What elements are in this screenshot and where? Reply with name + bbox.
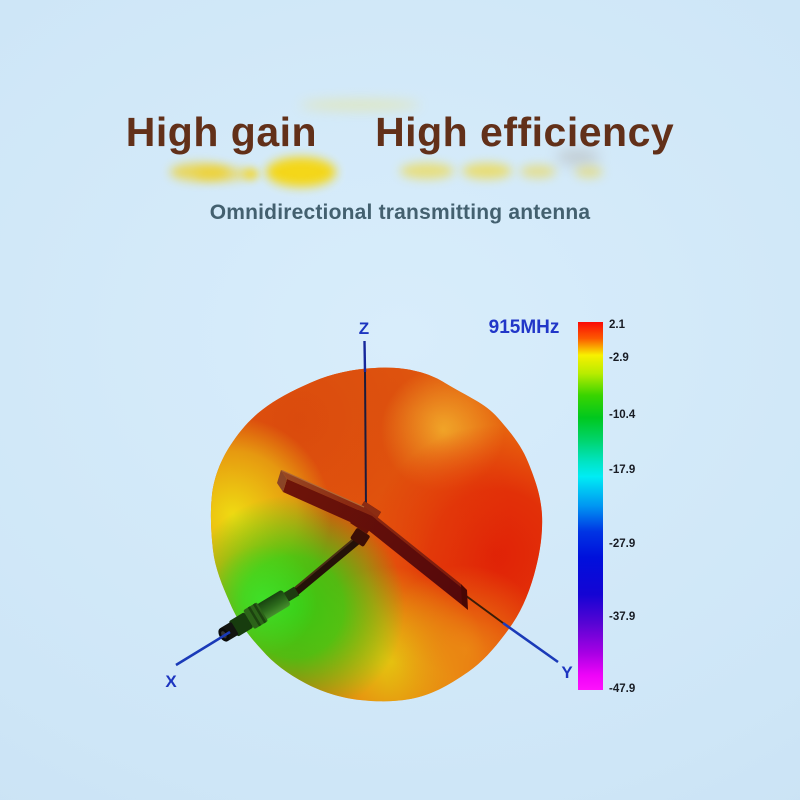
frequency-label: 915MHz <box>489 317 560 338</box>
title-row: High gain High efficiency <box>0 112 800 153</box>
title-glow-smear <box>520 165 556 178</box>
antenna-bar-right-cap <box>461 584 468 610</box>
colorbar <box>578 322 603 690</box>
antenna-bar-edge-highlight <box>281 469 365 508</box>
axis-z-line <box>364 371 367 510</box>
antenna-bar-top-face <box>281 470 466 591</box>
title-glow-smear <box>170 163 230 181</box>
title-glow-smear <box>300 100 420 110</box>
colorbar-tick: -17.9 <box>609 464 635 476</box>
title-glow-smear <box>575 166 603 178</box>
antenna-stem-knob <box>350 528 370 547</box>
colorbar-tick: -27.9 <box>609 538 635 550</box>
colorbar-tick: -37.9 <box>609 611 635 623</box>
colorbar-tick: -47.9 <box>609 683 635 695</box>
axis-x-line <box>175 630 231 667</box>
colorbar-tick: 2.1 <box>609 319 626 331</box>
antenna-stem <box>289 536 362 598</box>
colorbar-tick: -10.4 <box>609 409 636 421</box>
antenna-stem-highlight <box>295 536 357 588</box>
title-high-efficiency: High efficiency <box>375 109 675 155</box>
antenna-bar <box>277 469 468 610</box>
axis-z-label: Z <box>359 319 369 338</box>
colorbar-tick: -2.9 <box>609 352 629 364</box>
title-glow-smear <box>400 163 454 179</box>
radiation-pattern-plot: Z X Y 915MHz 2.1 -2.9 -10.4 -17.9 -27.9 … <box>165 317 636 702</box>
axis-y-line <box>502 621 559 664</box>
title-glow-smear <box>266 157 336 187</box>
antenna-bar-front-face <box>283 479 466 605</box>
axis-y-label: Y <box>561 663 573 682</box>
title-glow-smear <box>462 163 512 179</box>
title-high-gain: High gain <box>125 109 318 155</box>
subtitle: Omnidirectional transmitting antenna <box>209 201 591 224</box>
axis-x-label: X <box>165 672 177 691</box>
antenna-bar-left-cap <box>277 470 287 492</box>
axis-z-line-upper <box>363 340 367 373</box>
title-glow-smear <box>556 149 600 165</box>
title-glow-smear <box>243 168 259 180</box>
